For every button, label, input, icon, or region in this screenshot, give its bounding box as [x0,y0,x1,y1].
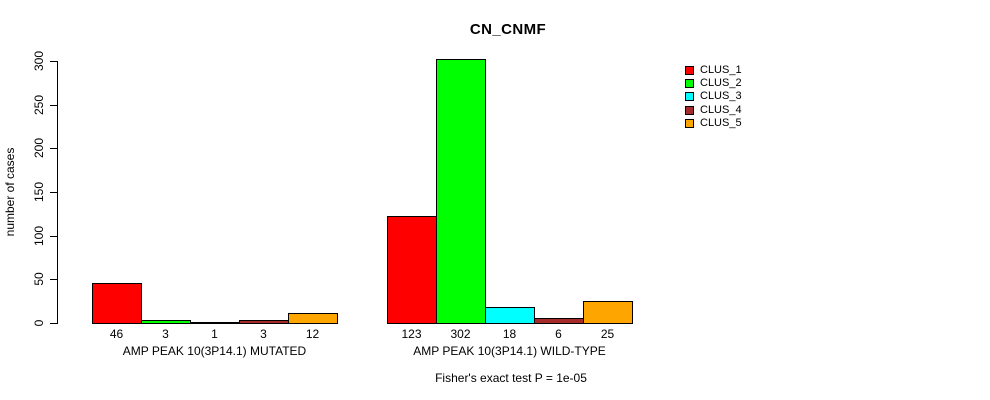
bar-value-label: 46 [109,327,124,341]
bar-clus_4-group1 [239,320,289,324]
y-axis-tick [50,323,57,324]
legend-item: CLUS_3 [685,90,742,103]
y-axis-tick-label: 300 [32,50,46,72]
bar-clus_3-group2 [485,307,535,324]
y-axis-tick-label: 200 [32,137,46,159]
y-axis-tick-label: 50 [32,272,46,286]
bar-clus_2-group1 [141,320,191,324]
chart-title: CN_CNMF [469,21,547,38]
legend-swatch [685,118,694,128]
caption-text: Fisher's exact test P = 1e-05 [435,371,587,385]
legend-label: CLUS_4 [700,103,742,116]
bar-clus_5-group2 [583,301,633,324]
bar-clus_1-group2 [387,216,437,324]
bar-value-label: 25 [600,327,615,341]
legend-item: CLUS_2 [685,77,742,90]
legend-swatch [685,92,694,102]
y-axis-tick-label: 250 [32,94,46,116]
legend-item: CLUS_5 [685,117,742,130]
bar-clus_4-group2 [534,318,584,324]
bar-clus_3-group1 [190,322,240,324]
legend-label: CLUS_5 [700,116,742,129]
y-axis-label: number of cases [3,147,17,237]
bar-value-label: 302 [450,327,471,341]
group-label: AMP PEAK 10(3P14.1) WILD-TYPE [413,344,606,358]
y-axis-tick [50,192,57,193]
y-axis-tick-label: 0 [32,319,46,327]
bar-value-label: 6 [555,327,562,341]
bar-value-label: 12 [305,327,320,341]
legend-swatch [685,105,694,115]
bar-clus_1-group1 [92,283,142,324]
legend-label: CLUS_2 [700,77,742,90]
legend-label: CLUS_3 [700,90,742,103]
legend-swatch [685,79,694,89]
bar-value-label: 1 [211,327,218,341]
bar-clus_2-group2 [436,59,486,324]
y-axis-tick-label: 100 [32,225,46,247]
bar-value-label: 18 [502,327,517,341]
bar-value-label: 3 [260,327,267,341]
y-axis-tick [50,61,57,62]
y-axis-tick [50,148,57,149]
legend-item: CLUS_1 [685,64,742,77]
bar-clus_5-group1 [288,313,338,324]
y-axis-tick [50,105,57,106]
legend: CLUS_1 CLUS_2 CLUS_3 CLUS_4 CLUS_5 [685,64,742,130]
bar-value-label: 3 [162,327,169,341]
y-axis-line [57,61,58,324]
legend-swatch [685,66,694,76]
legend-label: CLUS_1 [700,64,742,77]
y-axis-tick [50,236,57,237]
group-label: AMP PEAK 10(3P14.1) MUTATED [122,344,307,358]
bar-value-label: 123 [401,327,422,341]
y-axis-tick [50,279,57,280]
legend-item: CLUS_4 [685,104,742,117]
y-axis-tick-label: 150 [32,181,46,203]
